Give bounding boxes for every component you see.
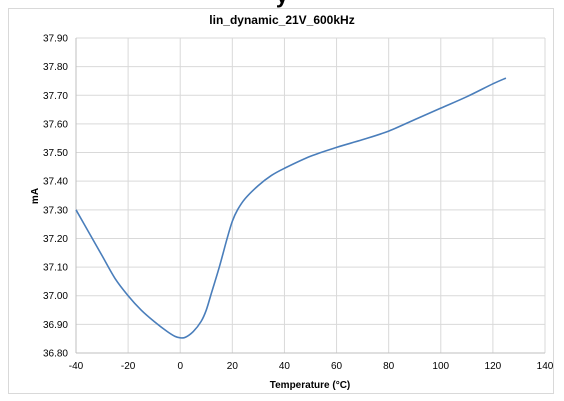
- chart-area: [8, 8, 554, 394]
- x-tick-label: 100: [432, 361, 449, 372]
- y-tick-label: 37.40: [43, 177, 68, 188]
- x-tick-label: 20: [227, 361, 239, 372]
- y-tick-label: 36.90: [43, 320, 68, 331]
- y-tick-label: 37.70: [43, 91, 68, 102]
- x-axis-title: Temperature (°C): [270, 380, 351, 391]
- clipped-top-text: y: [0, 0, 564, 9]
- y-tick-label: 37.60: [43, 119, 68, 130]
- x-tick-label: 140: [537, 361, 554, 372]
- y-tick-label: 37.30: [43, 205, 68, 216]
- x-tick-label: 80: [383, 361, 395, 372]
- x-tick-label: 0: [177, 361, 183, 372]
- y-tick-labels: 36.80 36.90 37.00 37.10 37.20 37.30 37.40 37.50…: [43, 34, 68, 360]
- y-tick-label: 36.80: [43, 349, 68, 360]
- axes: [75, 38, 545, 354]
- y-tick-label: 37.90: [43, 34, 68, 45]
- y-tick-label: 37.00: [43, 291, 68, 302]
- y-tick-label: 37.20: [43, 234, 68, 245]
- x-tick-label: -40: [69, 361, 84, 372]
- y-tick-label: 37.80: [43, 62, 68, 73]
- grid-lines: [75, 37, 546, 354]
- y-tick-label: 37.50: [43, 148, 68, 159]
- series-line: [75, 77, 507, 339]
- x-tick-label: 60: [331, 361, 343, 372]
- x-tick-label: 120: [485, 361, 502, 372]
- y-tick-label: 37.10: [43, 263, 68, 274]
- x-tick-label: -20: [121, 361, 136, 372]
- x-tick-labels: -40 -20 0 20 40 60 80 100 120 140: [69, 361, 554, 372]
- y-axis-title: mA: [30, 188, 41, 204]
- x-tick-label: 40: [279, 361, 291, 372]
- chart-title: lin_dynamic_21V_600kHz: [209, 13, 354, 27]
